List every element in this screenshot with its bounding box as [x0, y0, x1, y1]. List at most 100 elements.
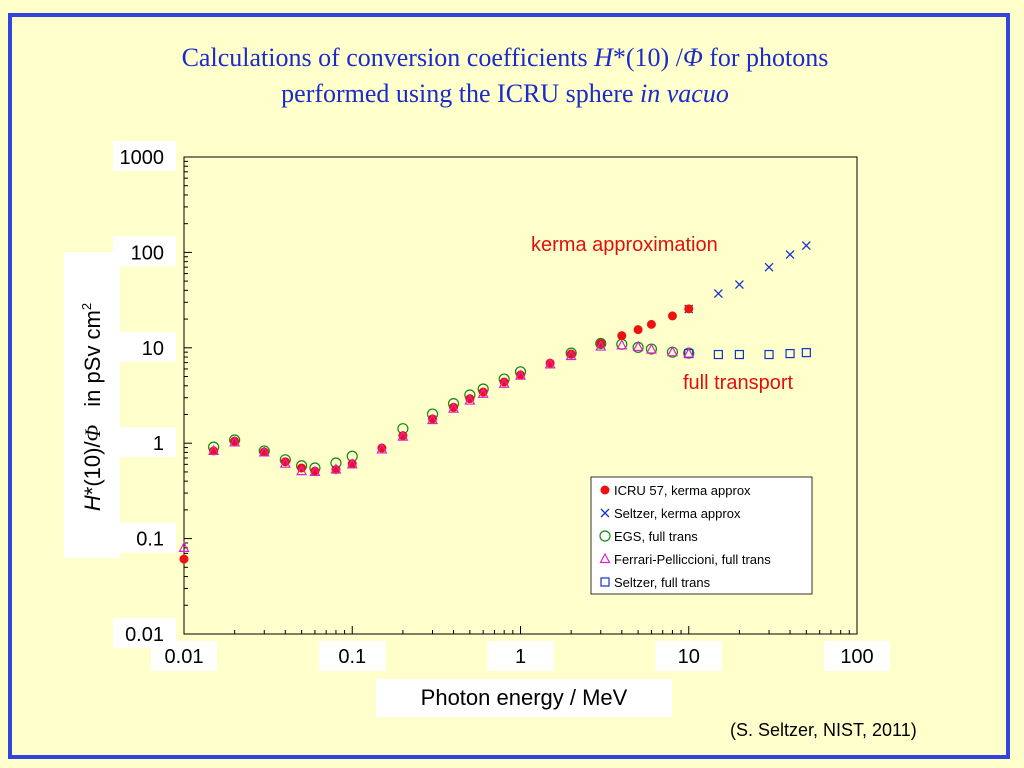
data-point	[595, 337, 607, 350]
series-4	[684, 348, 811, 360]
data-point	[448, 402, 460, 413]
y-axis-title: H*(10)/Φin pSv cm2	[64, 252, 120, 558]
legend-marker	[600, 485, 610, 495]
y-axis-title-unit: in pSv cm	[80, 310, 105, 407]
data-point	[734, 349, 744, 360]
title-line2-italic: in vacuo	[640, 79, 729, 108]
x-axis-title-text: Photon energy / MeV	[421, 685, 628, 710]
data-point	[398, 431, 408, 441]
data-point	[785, 250, 795, 259]
legend-item: Ferrari-Pelliccioni, full trans	[599, 552, 771, 567]
x-tick-label: 100	[824, 641, 890, 671]
data-point	[616, 339, 628, 350]
data-point	[764, 349, 774, 360]
data-point	[310, 466, 320, 476]
title-line1-phi: Φ	[682, 43, 703, 72]
annotations-layer: kerma approximation full transport	[531, 234, 793, 394]
x-axis-title: Photon energy / MeV	[376, 679, 672, 717]
data-point	[258, 446, 270, 457]
data-point	[449, 402, 459, 412]
y-tick-label: 0.1	[113, 522, 176, 553]
legend-label: ICRU 57, kerma approx	[614, 483, 751, 498]
title-line1-mid: *(10) /	[612, 43, 683, 72]
data-point	[209, 446, 219, 456]
y-tick-label-box	[113, 331, 176, 362]
annotation-kerma-approximation: kerma approximation	[531, 234, 718, 256]
title-line-1: Calculations of conversion coefficients …	[0, 40, 1010, 76]
data-point	[346, 458, 358, 469]
data-point	[229, 436, 241, 447]
data-point	[684, 304, 694, 314]
x-tick-label-text: 10	[678, 646, 700, 668]
y-tick-label-box	[113, 427, 176, 458]
legend-label: EGS, full trans	[614, 529, 698, 544]
data-point	[683, 347, 695, 358]
data-point	[428, 414, 438, 424]
legend-item: Seltzer, full trans	[600, 575, 711, 590]
data-point	[544, 358, 556, 369]
title-line1-post: for photons	[702, 43, 829, 72]
x-tick-label-text: 0.01	[165, 646, 204, 668]
data-point	[464, 394, 476, 405]
x-tick-label-box	[487, 641, 554, 671]
legend-box	[590, 476, 813, 595]
points-layer	[178, 241, 811, 564]
legend-marker	[600, 577, 610, 587]
y-tick-label-box	[113, 141, 176, 171]
y-tick-label-text: 1000	[120, 147, 165, 169]
data-point	[208, 444, 220, 456]
slide-title: Calculations of conversion coefficients …	[0, 40, 1010, 112]
y-tick-label: 1000	[113, 141, 176, 171]
legend-marker	[599, 530, 611, 542]
legend-item: ICRU 57, kerma approx	[600, 483, 751, 498]
y-axis-title-mid: *(10)/	[80, 441, 105, 496]
legend-label: Ferrari-Pelliccioni, full trans	[614, 552, 771, 567]
x-tick-label-box	[151, 641, 217, 671]
data-point	[477, 387, 489, 398]
data-point	[178, 541, 190, 552]
y-axis-title-sup: 2	[79, 303, 94, 310]
data-point	[713, 349, 723, 360]
data-point	[667, 311, 677, 321]
series-3	[178, 339, 695, 552]
legend-item: Seltzer, kerma approx	[600, 506, 741, 521]
data-point	[633, 325, 643, 335]
data-point	[279, 457, 291, 468]
data-point	[595, 340, 607, 351]
data-point	[259, 447, 269, 457]
y-tick-label-text: 0.01	[125, 624, 164, 646]
data-point	[309, 465, 321, 477]
data-point	[764, 262, 774, 272]
data-point	[376, 443, 388, 454]
legend-item: EGS, full trans	[599, 529, 698, 544]
x-tick-label-text: 0.1	[338, 646, 366, 668]
data-point	[377, 443, 387, 453]
data-point	[545, 358, 555, 368]
ticks-layer	[183, 160, 850, 635]
y-axis-title-phi: Φ	[80, 424, 105, 441]
x-tick-label-box	[655, 641, 722, 671]
data-point	[515, 369, 526, 380]
x-tick-label: 10	[655, 641, 722, 671]
legend: ICRU 57, kerma approx Seltzer, kerma appr…	[590, 476, 813, 595]
data-point	[330, 463, 342, 474]
y-axis-title-text: H*(10)/Φin pSv cm2	[79, 303, 105, 511]
data-point	[801, 348, 811, 358]
data-point	[713, 289, 723, 299]
annotation-full-transport: full transport	[683, 372, 793, 394]
y-tick-label-text: 100	[131, 242, 164, 264]
title-line1-symbol: H	[594, 43, 613, 72]
title-line2-pre: performed using the ICRU sphere	[281, 79, 641, 108]
x-tick-label-box	[319, 641, 386, 671]
x-tick-label-box	[824, 641, 890, 671]
x-tick-label-text: 1	[515, 646, 526, 668]
y-tick-label-text: 1	[153, 433, 164, 455]
y-tick-label-text: 0.1	[136, 529, 164, 551]
y-tick-label-box	[113, 522, 176, 553]
x-tick-label: 0.1	[319, 641, 386, 671]
title-line1-pre: Calculations of conversion coefficients	[181, 43, 595, 72]
data-point	[498, 377, 510, 388]
labels-layer: 0.01 0.1 1 10 100 1000 0.01 0.1 1 10 100 Photon ene…	[64, 141, 890, 717]
data-point	[734, 280, 744, 290]
